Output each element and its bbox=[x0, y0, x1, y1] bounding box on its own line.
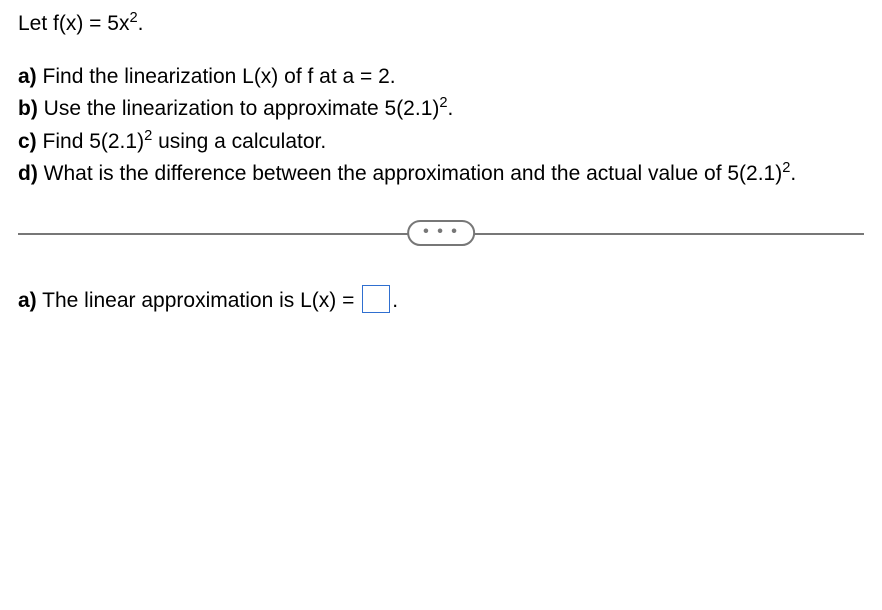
intro-line: Let f(x) = 5x2. bbox=[18, 8, 864, 41]
part-c-pre: Find 5(2.1) bbox=[37, 130, 144, 153]
answer-a-label: a) bbox=[18, 289, 37, 312]
part-b: b) Use the linearization to approximate … bbox=[18, 93, 864, 126]
part-b-label: b) bbox=[18, 97, 38, 120]
expand-button[interactable]: • • • bbox=[407, 220, 475, 246]
answer-a-pre: The linear approximation is L(x) = bbox=[37, 289, 361, 312]
intro-sup: 2 bbox=[129, 10, 137, 26]
answer-a-post: . bbox=[392, 289, 398, 312]
answer-a: a) The linear approximation is L(x) = . bbox=[18, 285, 864, 318]
part-d-pre: What is the difference between the appro… bbox=[38, 162, 782, 185]
part-d: d) What is the difference between the ap… bbox=[18, 158, 864, 191]
answer-input[interactable] bbox=[362, 285, 390, 313]
part-d-post: . bbox=[790, 162, 796, 185]
part-b-sup: 2 bbox=[439, 95, 447, 111]
part-a-text: Find the linearization L(x) of f at a = … bbox=[37, 65, 396, 88]
part-c-label: c) bbox=[18, 130, 37, 153]
parts-block: a) Find the linearization L(x) of f at a… bbox=[18, 61, 864, 191]
part-c-post: using a calculator. bbox=[152, 130, 326, 153]
section-divider: • • • bbox=[18, 221, 864, 245]
part-d-label: d) bbox=[18, 162, 38, 185]
intro-tail: . bbox=[138, 12, 144, 35]
dots-icon: • • • bbox=[423, 223, 459, 240]
part-a-label: a) bbox=[18, 65, 37, 88]
question-block: Let f(x) = 5x2. bbox=[18, 8, 864, 41]
part-c: c) Find 5(2.1)2 using a calculator. bbox=[18, 126, 864, 159]
part-a: a) Find the linearization L(x) of f at a… bbox=[18, 61, 864, 94]
part-b-post: . bbox=[448, 97, 454, 120]
intro-text: Let f(x) = 5x bbox=[18, 12, 129, 35]
part-b-pre: Use the linearization to approximate 5(2… bbox=[38, 97, 440, 120]
